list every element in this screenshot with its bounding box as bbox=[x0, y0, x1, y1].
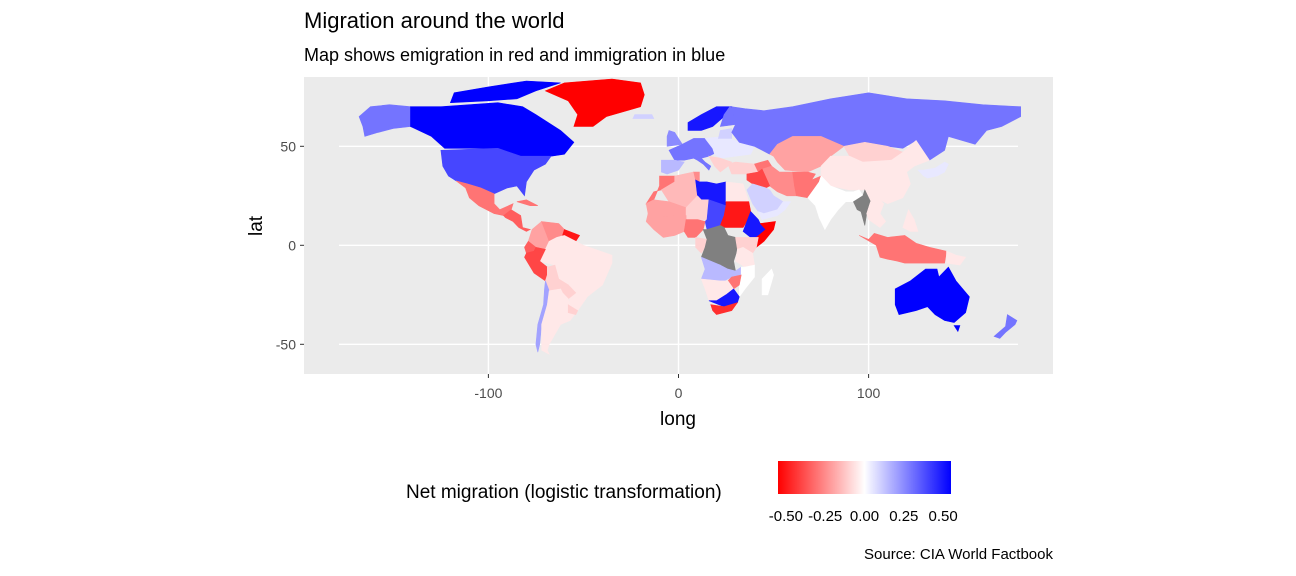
region-1 bbox=[410, 102, 575, 161]
legend-ticks: -0.50 -0.25 0.00 0.25 0.50 bbox=[769, 461, 958, 525]
region-44 bbox=[866, 199, 887, 228]
legend-tick-label-1: -0.25 bbox=[808, 508, 842, 525]
region-63 bbox=[683, 219, 706, 238]
country-regions bbox=[358, 78, 1022, 355]
x-tick-label-2: 100 bbox=[857, 385, 881, 401]
region-46 bbox=[858, 233, 947, 264]
legend-tick-label-2: 0.00 bbox=[850, 508, 879, 525]
region-26 bbox=[704, 136, 755, 159]
legend-title: Net migration (logistic transformation) bbox=[406, 482, 722, 503]
region-61 bbox=[756, 221, 776, 248]
map-title: Migration around the world bbox=[304, 8, 565, 33]
legend-colorbar bbox=[778, 461, 951, 494]
x-tick-label-0: -100 bbox=[474, 385, 502, 401]
region-55 bbox=[725, 181, 750, 202]
region-0 bbox=[358, 104, 411, 137]
legend-tick-label-3: 0.25 bbox=[889, 508, 918, 525]
legend-tick-label-0: -0.50 bbox=[769, 508, 803, 525]
region-47 bbox=[946, 250, 967, 266]
region-27 bbox=[708, 155, 733, 173]
y-tick-label-0: -50 bbox=[276, 336, 296, 352]
region-24 bbox=[661, 159, 685, 175]
x-tick-label-1: 0 bbox=[675, 385, 683, 401]
region-50 bbox=[993, 314, 1018, 339]
region-59 bbox=[719, 201, 752, 228]
region-8 bbox=[516, 199, 538, 206]
region-37 bbox=[746, 168, 771, 189]
region-76 bbox=[761, 268, 774, 296]
region-3 bbox=[544, 78, 645, 127]
y-tick-label-1: 0 bbox=[288, 237, 296, 253]
region-2 bbox=[449, 80, 561, 104]
region-7 bbox=[503, 209, 532, 232]
region-34 bbox=[820, 139, 930, 205]
x-axis-title: long bbox=[660, 409, 696, 430]
y-axis-ticks: -50 0 50 bbox=[276, 138, 304, 352]
map-subtitle: Map shows emigration in red and immigrat… bbox=[304, 45, 726, 65]
region-49 bbox=[953, 325, 961, 333]
source-caption: Source: CIA World Factbook bbox=[864, 546, 1053, 563]
region-41 bbox=[757, 201, 792, 220]
region-19 bbox=[567, 304, 579, 315]
region-4 bbox=[632, 114, 655, 119]
region-45 bbox=[902, 208, 919, 232]
region-25 bbox=[693, 157, 712, 171]
y-axis-title: lat bbox=[246, 215, 267, 236]
legend-tick-label-4: 0.50 bbox=[929, 508, 958, 525]
region-35 bbox=[917, 161, 949, 179]
x-axis-ticks: -100 0 100 bbox=[474, 374, 880, 401]
region-75 bbox=[710, 302, 739, 315]
region-65 bbox=[695, 237, 708, 254]
region-48 bbox=[894, 266, 970, 323]
region-6 bbox=[455, 180, 514, 216]
region-28 bbox=[718, 128, 733, 139]
y-tick-label-2: 50 bbox=[280, 138, 296, 154]
